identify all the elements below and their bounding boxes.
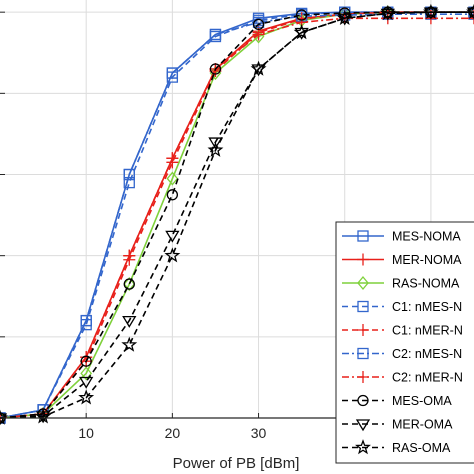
legend-marker bbox=[357, 275, 369, 291]
data-point bbox=[466, 3, 474, 19]
series-lines bbox=[0, 3, 474, 426]
x-tick-label: 30 bbox=[251, 425, 267, 441]
legend-marker bbox=[357, 253, 369, 266]
data-point bbox=[379, 5, 396, 21]
legend-label: C2: nMES-N bbox=[392, 347, 462, 361]
legend-label: C2: nMER-N bbox=[392, 371, 463, 385]
legend-entry-0: MES-NOMA bbox=[342, 230, 461, 244]
data-point bbox=[79, 376, 94, 389]
legend: MES-NOMA MER-NOMA RAS-NOMA C1: nMES-N C1: nM… bbox=[335, 221, 474, 464]
x-tick-label: 20 bbox=[165, 425, 181, 441]
legend-marker bbox=[357, 394, 369, 407]
series-line bbox=[0, 11, 474, 419]
data-point bbox=[422, 3, 439, 19]
series-line bbox=[0, 11, 474, 419]
data-point bbox=[207, 141, 224, 157]
legend-label: C1: nMER-N bbox=[392, 324, 463, 338]
data-point bbox=[166, 152, 179, 165]
data-point bbox=[166, 67, 179, 79]
data-point bbox=[123, 176, 135, 189]
data-point bbox=[336, 9, 353, 26]
data-point bbox=[166, 171, 179, 186]
legend-marker bbox=[357, 371, 369, 383]
legend-marker bbox=[357, 300, 369, 313]
data-point bbox=[165, 230, 180, 243]
data-point bbox=[80, 366, 93, 381]
legend-label: RAS-NOMA bbox=[392, 277, 460, 291]
data-point bbox=[164, 247, 181, 263]
x-axis-label: Power of PB [dBm] bbox=[173, 455, 300, 472]
series-line bbox=[0, 11, 474, 419]
legend-marker bbox=[357, 230, 369, 242]
data-point bbox=[250, 60, 267, 76]
data-point bbox=[295, 9, 308, 21]
legend-label: MES-OMA bbox=[392, 394, 452, 408]
legend-entry-2: RAS-NOMA bbox=[342, 275, 460, 291]
data-point bbox=[0, 409, 8, 425]
series-9 bbox=[0, 3, 474, 425]
data-point bbox=[122, 315, 137, 328]
legend-marker bbox=[355, 419, 371, 432]
data-point bbox=[80, 355, 92, 367]
data-point bbox=[80, 314, 92, 327]
data-point bbox=[35, 408, 52, 424]
data-point bbox=[252, 18, 265, 30]
data-point bbox=[78, 389, 95, 405]
legend-marker bbox=[355, 439, 371, 455]
legend-label: C1: nMES-N bbox=[392, 300, 462, 314]
data-point bbox=[123, 278, 135, 290]
legend-entry-6: C2: nMER-N bbox=[342, 371, 463, 385]
legend-marker bbox=[357, 324, 369, 336]
legend-entry-7: MES-OMA bbox=[342, 394, 452, 408]
legend-label: MER-NOMA bbox=[392, 253, 462, 267]
data-point bbox=[166, 189, 179, 201]
legend-entry-9: RAS-OMA bbox=[342, 439, 451, 455]
data-point bbox=[123, 277, 136, 292]
data-point bbox=[121, 336, 138, 352]
legend-label: MER-OMA bbox=[392, 418, 453, 432]
x-tick-label: 10 bbox=[78, 425, 94, 441]
legend-entry-3: C1: nMES-N bbox=[342, 300, 462, 314]
data-point bbox=[293, 24, 310, 40]
data-point bbox=[123, 249, 136, 262]
data-point bbox=[209, 28, 222, 41]
data-point bbox=[209, 63, 222, 75]
data-point bbox=[123, 168, 135, 181]
data-point bbox=[208, 137, 223, 150]
data-point bbox=[252, 28, 265, 41]
legend-marker bbox=[357, 347, 369, 360]
legend-label: MES-NOMA bbox=[392, 230, 461, 244]
legend-entry-4: C1: nMER-N bbox=[342, 324, 463, 338]
series-line bbox=[0, 13, 474, 419]
legend-label: RAS-OMA bbox=[392, 441, 451, 455]
legend-entry-5: C2: nMES-N bbox=[342, 347, 462, 361]
legend-entry-8: MER-OMA bbox=[342, 418, 453, 432]
legend-entry-1: MER-NOMA bbox=[342, 253, 462, 267]
